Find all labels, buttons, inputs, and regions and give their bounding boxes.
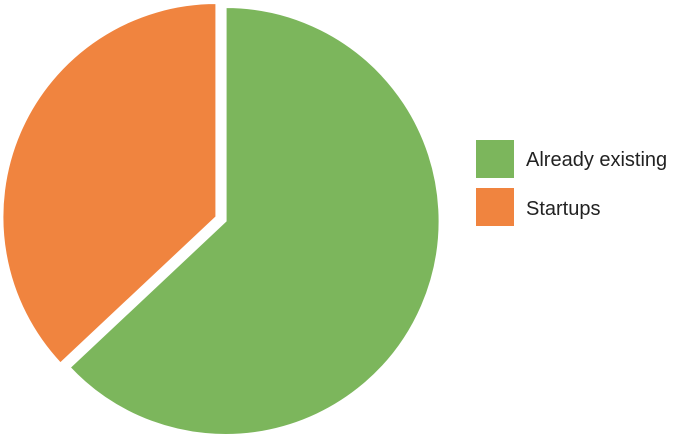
legend-swatch-startups (476, 188, 514, 226)
legend-label-startups: Startups (526, 198, 600, 220)
pie-slice-already-existing (68, 5, 441, 435)
legend-label-already-existing: Already existing (526, 149, 667, 171)
pie-slice-startups (1, 2, 218, 365)
legend-swatch-already-existing (476, 140, 514, 178)
legend-item-already-existing: Already existing (476, 140, 667, 178)
legend: Already existing Startups (476, 140, 667, 226)
pie-slices (1, 2, 441, 435)
legend-item-startups: Startups (476, 188, 600, 226)
